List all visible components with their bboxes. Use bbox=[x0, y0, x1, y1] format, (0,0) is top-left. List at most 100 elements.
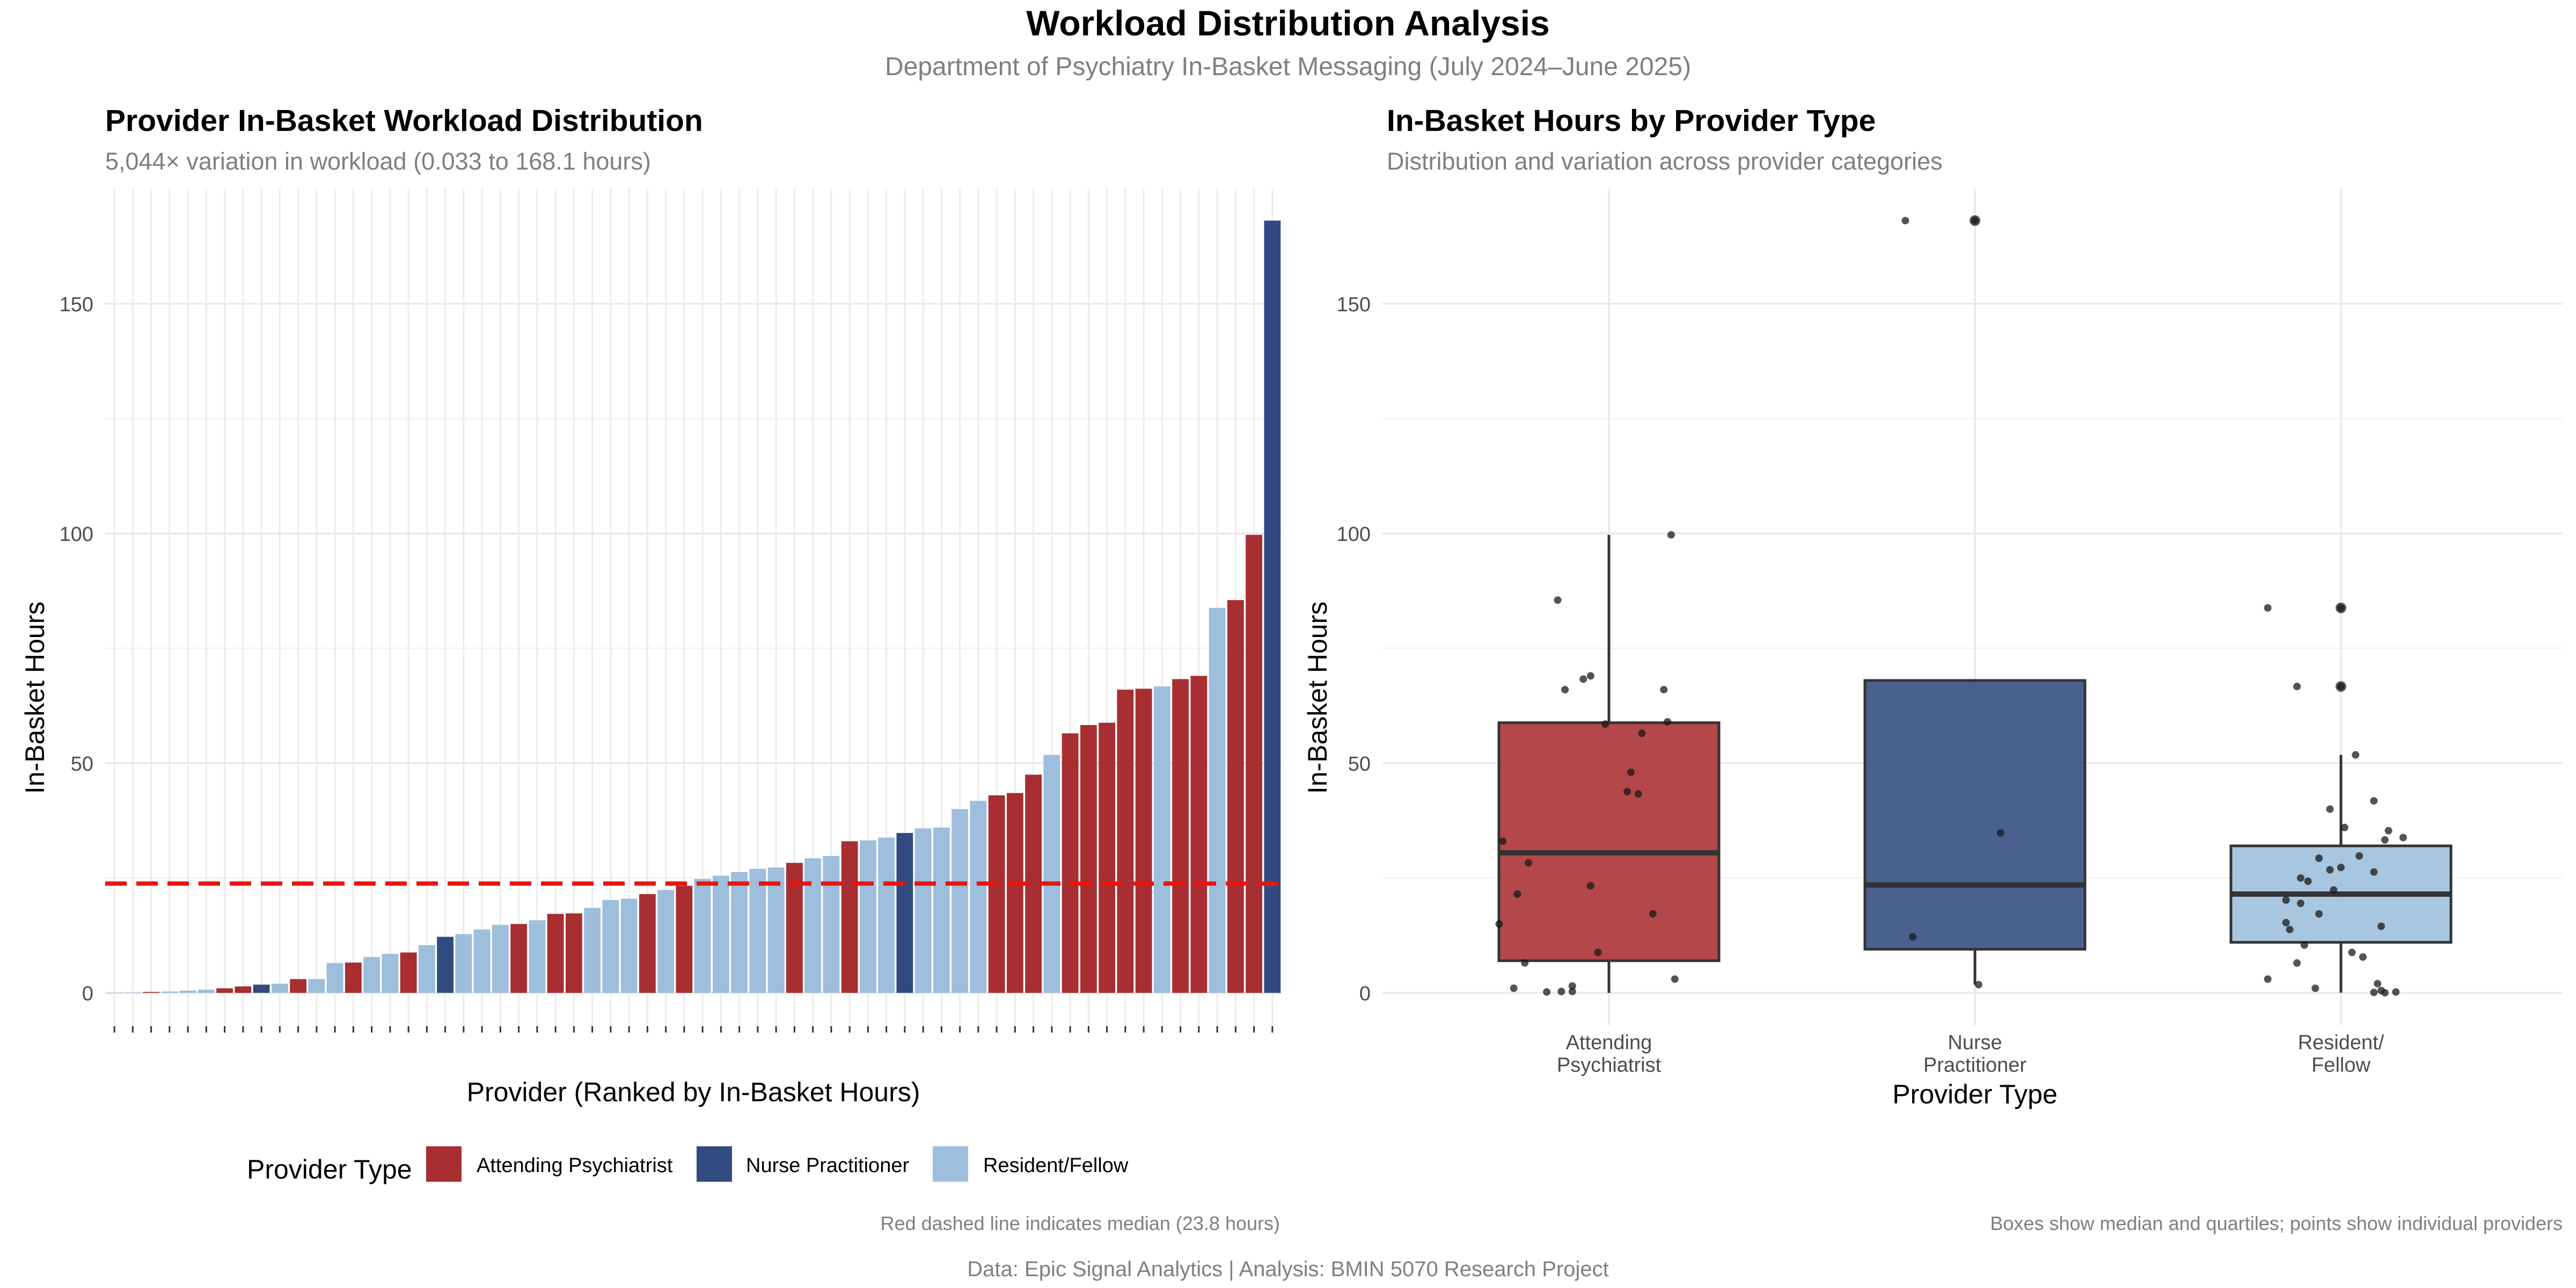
provider-point-attending bbox=[1664, 718, 1672, 726]
box-np bbox=[1863, 679, 2087, 951]
provider-point-attending bbox=[1495, 920, 1503, 928]
right-caption: Boxes show median and quartiles; points … bbox=[1990, 1212, 2563, 1234]
bar-21 bbox=[473, 929, 491, 993]
provider-point-attending bbox=[1568, 987, 1576, 996]
provider-point-resident bbox=[2326, 866, 2334, 874]
provider-point-attending bbox=[1667, 531, 1675, 539]
provider-point-resident bbox=[2374, 979, 2382, 987]
provider-point-attending bbox=[1513, 890, 1521, 898]
provider-point-attending bbox=[1638, 729, 1646, 737]
provider-point-attending bbox=[1594, 948, 1602, 956]
bar-48 bbox=[970, 801, 987, 993]
bar-32 bbox=[676, 885, 693, 993]
bar-9 bbox=[253, 984, 270, 993]
left-caption: Red dashed line indicates median (23.8 h… bbox=[881, 1212, 1280, 1234]
bar-22 bbox=[492, 925, 509, 993]
provider-point-resident bbox=[2300, 941, 2308, 949]
bar-39 bbox=[804, 858, 822, 993]
bar-43 bbox=[878, 837, 895, 993]
provider-point-resident bbox=[2264, 604, 2272, 612]
provider-point-resident bbox=[2282, 896, 2290, 904]
bar-13 bbox=[326, 963, 343, 993]
provider-point-resident bbox=[2381, 989, 2389, 997]
provider-point-attending bbox=[1568, 982, 1576, 990]
bar-58 bbox=[1153, 686, 1170, 993]
provider-point-attending bbox=[1579, 675, 1587, 683]
provider-point-attending bbox=[1649, 910, 1657, 918]
bar-12 bbox=[308, 979, 325, 993]
bar-56 bbox=[1117, 690, 1134, 993]
bar-60 bbox=[1190, 676, 1208, 993]
legend-swatch-resident bbox=[933, 1146, 968, 1182]
x-tick-label-resident: Fellow bbox=[2311, 1054, 2370, 1077]
legend-label-resident: Resident/Fellow bbox=[983, 1154, 1129, 1177]
provider-point-np bbox=[1901, 217, 1909, 225]
bar-37 bbox=[767, 867, 785, 993]
bar-2 bbox=[124, 992, 141, 993]
left-panel-subtitle: 5,044× variation in workload (0.033 to 1… bbox=[105, 148, 651, 175]
provider-point-resident bbox=[2340, 823, 2348, 831]
right-points bbox=[1495, 215, 2407, 997]
left-panel-title: Provider In-Basket Workload Distribution bbox=[105, 104, 703, 138]
provider-point-attending bbox=[1510, 984, 1518, 992]
bar-44 bbox=[896, 833, 913, 993]
bar-49 bbox=[988, 795, 1005, 993]
provider-point-resident bbox=[2311, 984, 2319, 992]
provider-point-attending bbox=[1634, 790, 1642, 798]
provider-point-resident bbox=[2384, 826, 2392, 835]
bar-15 bbox=[363, 957, 380, 993]
bar-59 bbox=[1172, 679, 1189, 993]
provider-point-resident bbox=[2326, 805, 2334, 813]
figure-subtitle: Department of Psychiatry In-Basket Messa… bbox=[885, 53, 1691, 81]
provider-point-attending bbox=[1554, 596, 1562, 604]
bar-4 bbox=[161, 991, 178, 993]
legend-title: Provider Type bbox=[247, 1154, 412, 1184]
bar-5 bbox=[179, 990, 196, 993]
bar-25 bbox=[547, 913, 564, 993]
provider-point-np bbox=[1909, 933, 1917, 941]
bar-23 bbox=[510, 924, 528, 993]
provider-point-attending bbox=[1671, 975, 1679, 983]
provider-point-resident bbox=[2377, 922, 2385, 930]
right-panel-box-plot: In-Basket Hours by Provider Type Distrib… bbox=[1302, 104, 2563, 1234]
bar-26 bbox=[565, 913, 582, 993]
provider-point-attending bbox=[1601, 720, 1609, 728]
bar-52 bbox=[1043, 755, 1060, 993]
right-panel-subtitle: Distribution and variation across provid… bbox=[1387, 148, 1943, 175]
provider-point-resident bbox=[2355, 852, 2363, 860]
bar-17 bbox=[400, 952, 417, 993]
bar-55 bbox=[1099, 722, 1116, 993]
provider-point-resident bbox=[2370, 989, 2378, 997]
bar-50 bbox=[1006, 793, 1023, 993]
x-tick-label-attending: Psychiatrist bbox=[1557, 1054, 1662, 1077]
provider-point-np bbox=[1971, 217, 1979, 225]
bar-54 bbox=[1080, 725, 1097, 993]
left-y-tick-label: 0 bbox=[82, 983, 93, 1005]
legend: Provider Type Attending Psychiatrist Nur… bbox=[247, 1146, 1129, 1184]
bar-42 bbox=[859, 840, 876, 993]
bar-36 bbox=[749, 868, 766, 993]
bar-57 bbox=[1135, 689, 1152, 993]
left-y-tick-label: 100 bbox=[60, 523, 93, 546]
bar-6 bbox=[197, 990, 215, 993]
bar-33 bbox=[694, 879, 711, 993]
provider-point-resident bbox=[2286, 925, 2294, 933]
bar-30 bbox=[639, 894, 656, 993]
bar-10 bbox=[271, 983, 288, 993]
right-y-axis-label: In-Basket Hours bbox=[1302, 602, 1333, 794]
figure-footer: Data: Epic Signal Analytics | Analysis: … bbox=[967, 1257, 1608, 1281]
provider-point-attending bbox=[1623, 788, 1631, 796]
provider-point-attending bbox=[1521, 959, 1529, 967]
box-attending bbox=[1497, 721, 1721, 962]
left-x-axis-label: Provider (Ranked by In-Basket Hours) bbox=[467, 1077, 920, 1107]
provider-point-resident bbox=[2359, 953, 2367, 961]
provider-point-resident bbox=[2296, 899, 2304, 908]
provider-point-resident bbox=[2296, 874, 2304, 882]
bar-11 bbox=[290, 979, 307, 993]
left-y-tick-label: 50 bbox=[71, 753, 93, 775]
left-panel-bar-chart: Provider In-Basket Workload Distribution… bbox=[20, 104, 1282, 1234]
bar-62 bbox=[1227, 600, 1244, 993]
bar-24 bbox=[529, 920, 546, 993]
